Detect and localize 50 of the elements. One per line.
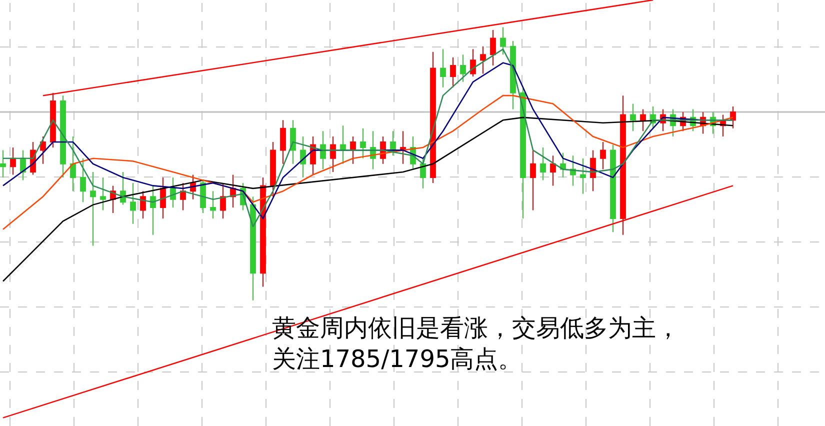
candlestick bbox=[440, 48, 446, 88]
candlestick bbox=[90, 172, 96, 246]
candlestick bbox=[80, 158, 86, 203]
candlestick bbox=[320, 130, 326, 170]
candlestick bbox=[490, 30, 496, 66]
candlestick bbox=[340, 125, 346, 164]
candlestick bbox=[480, 46, 486, 74]
candlestick bbox=[460, 54, 466, 82]
candlestick bbox=[220, 182, 226, 219]
candlestick bbox=[250, 196, 256, 301]
candlestick bbox=[300, 136, 306, 178]
candlestick bbox=[270, 142, 276, 198]
candlestick bbox=[730, 106, 736, 129]
candlestick bbox=[160, 177, 166, 219]
candlestick bbox=[630, 103, 636, 132]
candlestick bbox=[450, 56, 456, 88]
candlestick bbox=[150, 185, 156, 236]
candlestick bbox=[70, 136, 76, 192]
candlestick bbox=[350, 136, 356, 164]
candlestick bbox=[640, 108, 646, 132]
candlestick bbox=[470, 48, 476, 77]
candlestick bbox=[100, 177, 106, 211]
candlestick bbox=[530, 150, 536, 211]
candlestick bbox=[170, 177, 176, 208]
candlestick bbox=[0, 150, 6, 178]
candlestick bbox=[330, 136, 336, 173]
candlestick bbox=[290, 120, 296, 164]
candlestick bbox=[40, 136, 46, 164]
candlestick bbox=[260, 177, 266, 288]
candlestick bbox=[430, 51, 436, 184]
candlestick bbox=[130, 182, 136, 224]
candlestick bbox=[420, 158, 426, 189]
candlestick bbox=[200, 180, 206, 214]
candlestick bbox=[180, 182, 186, 211]
candlestick bbox=[520, 86, 526, 219]
candlestick bbox=[550, 155, 556, 186]
candlestick bbox=[60, 95, 66, 178]
candlestick bbox=[140, 190, 146, 219]
candlestick bbox=[600, 142, 606, 170]
candlestick bbox=[400, 130, 406, 164]
candlestick bbox=[360, 128, 366, 159]
candlestick bbox=[280, 120, 286, 164]
candlestick bbox=[500, 26, 506, 56]
candlestick bbox=[540, 146, 546, 181]
candlestick bbox=[20, 150, 26, 181]
candlestick bbox=[610, 144, 616, 233]
candlestick bbox=[10, 146, 16, 176]
candlestick bbox=[210, 190, 216, 219]
candlestick bbox=[580, 158, 586, 194]
candlestick bbox=[390, 130, 396, 156]
